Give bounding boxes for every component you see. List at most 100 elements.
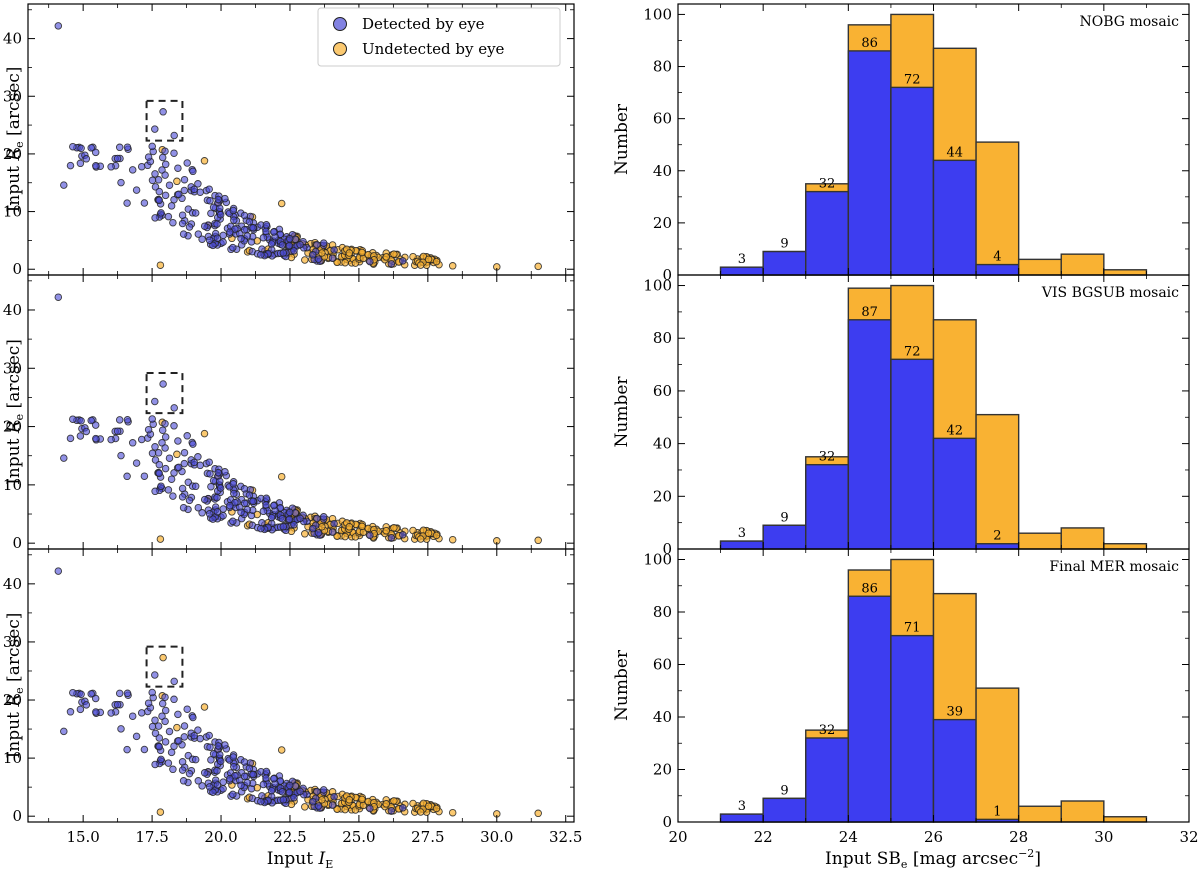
y-tick-label: 10 [3,203,22,221]
scatter-point [185,496,194,505]
scatter-point [123,143,132,151]
highlight-box [145,371,184,415]
scatter-point [366,531,374,540]
scatter-point [229,206,238,215]
scatter-point [161,706,170,715]
y-axis-label: Input Re [arcsec] [4,67,26,213]
scatter-point [277,472,286,481]
scatter-point [113,154,122,163]
scatter-point [189,167,197,176]
scatter-point [290,793,298,802]
scatter-point [165,727,174,736]
scatter-point [221,741,229,749]
bar-value-label: 3 [738,526,746,541]
scatter-point [165,454,174,462]
scatter-point [137,709,146,717]
scatter-point [213,493,221,502]
y-tick-label: 40 [653,435,672,453]
bar-detected [762,250,807,276]
scatter-point [262,501,270,509]
scatter-point [144,153,153,161]
scatter-point [216,750,224,759]
x-tick-label: 20 [668,828,687,846]
y-tick-label: 30 [3,633,22,651]
scatter-point [156,808,165,816]
scatter-point [219,785,227,793]
scatter-x-axis-label: Input IE [267,849,333,871]
scatter-point [148,142,156,151]
bar-value-label: 9 [780,783,788,798]
scatter-point [262,221,271,229]
scatter-point [257,251,265,259]
scatter-point [448,808,457,817]
scatter-point [158,426,167,434]
scatter-point [170,195,178,204]
scatter-point [148,415,156,423]
scatter-point [200,703,209,711]
scatter-point [209,788,217,796]
scatter-point [249,224,257,232]
scatter-point [151,214,159,222]
bar-value-label: 32 [819,723,836,738]
scatter-point [416,535,425,543]
scatter-point [269,228,278,236]
scatter-point [151,760,159,769]
scatter-point [87,690,95,698]
x-tick-label: 32.5 [549,828,582,846]
scatter-point [424,529,433,537]
scatter-point [328,254,337,262]
hist-x-label-unit: [mag arcsec [907,849,1018,869]
scatter-point [209,476,218,485]
scatter-point [180,722,189,730]
scatter-point [229,517,237,526]
scatter-point [123,689,132,698]
scatter-point [262,767,271,776]
bar-value-label: 39 [947,705,964,720]
scatter-point [296,787,304,796]
scatter-point [341,805,349,814]
scatter-point [169,492,177,500]
scatter-point [205,236,214,244]
bar-value-label: 71 [904,621,921,636]
scatter-point [189,440,197,448]
scatter-point [69,688,77,697]
scatter-point [226,501,234,510]
scatter-point [285,515,294,524]
scatter-point [190,731,198,740]
hist-x-axis-label: Input SBe [mag arcsec−2] [825,847,1041,871]
scatter-point [155,734,164,742]
scatter-point [180,175,189,184]
scatter-point [174,736,183,745]
scatter-point [140,472,149,480]
scatter-point [148,449,157,458]
y-tick-label: 80 [653,329,672,347]
y-tick-label: 40 [653,708,672,726]
scatter-point [161,160,170,169]
scatter-point [161,420,169,428]
scatter-point [200,769,209,777]
scatter-point [534,262,542,271]
bar-detected [805,463,850,550]
bar-detected [805,737,850,823]
scatter-point [92,162,100,170]
y-tick-label: 60 [653,382,672,400]
scatter-point [216,204,224,212]
x-tick-label: 15.0 [66,828,99,846]
bar-detected [762,797,807,823]
scatter-point [185,769,194,778]
scatter-point [115,143,124,152]
scatter-point [161,171,169,179]
scatter-point [165,181,174,189]
bar-value-label: 42 [947,423,964,438]
scatter-point [87,416,95,425]
scatter-point [366,257,374,266]
scatter-point [151,487,159,496]
scatter-point [113,700,122,709]
scatter-point [167,748,176,757]
scatter-point [230,762,238,771]
legend-undetected-label: Undetected by eye [362,40,505,58]
scatter-point [249,497,257,506]
scatter-point [278,788,287,796]
highlight-box [145,99,184,142]
